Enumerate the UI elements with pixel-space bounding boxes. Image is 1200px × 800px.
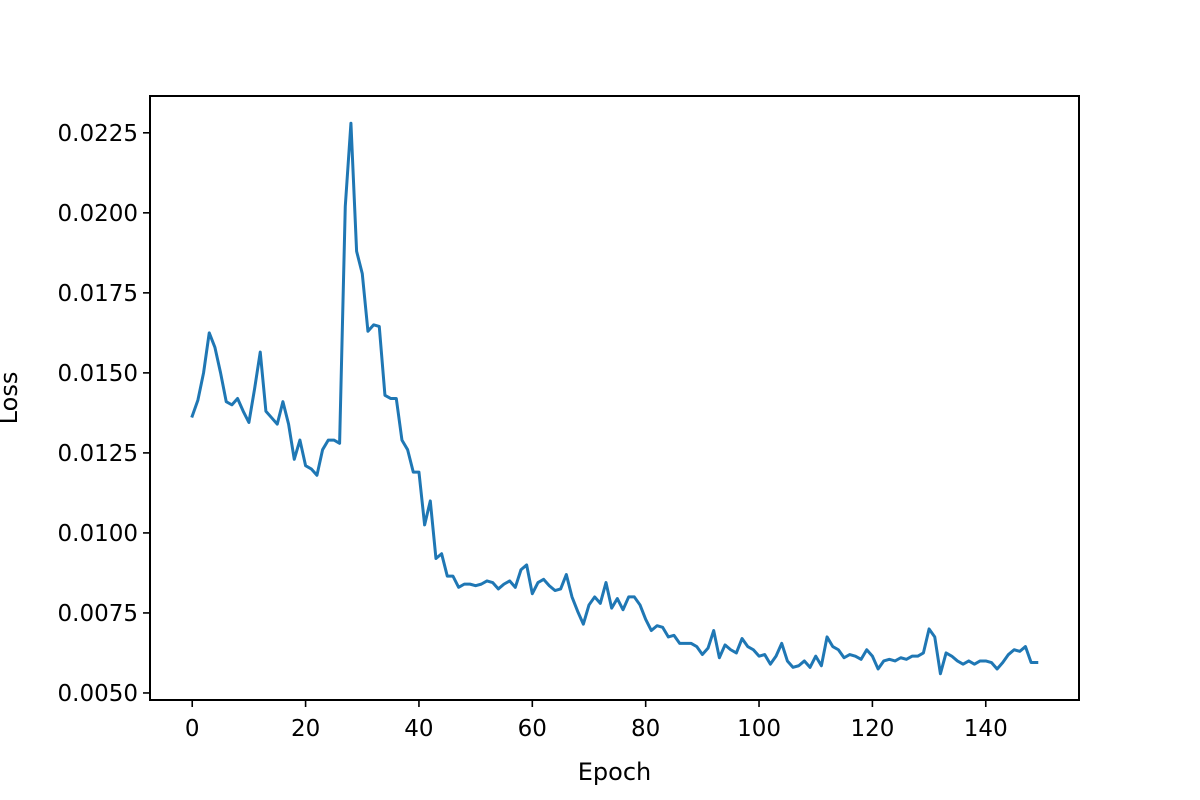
loss-series-line: [190, 121, 1039, 676]
x-tick-label: 20: [291, 716, 320, 742]
series-layer: [190, 121, 1039, 676]
x-tick-label: 120: [850, 716, 894, 742]
x-tick-label: 40: [404, 716, 433, 742]
y-tick-label: 0.0050: [58, 681, 138, 707]
x-axis-label: Epoch: [578, 758, 652, 786]
x-tick-label: 100: [737, 716, 781, 742]
y-tick-label: 0.0125: [58, 441, 138, 467]
y-axis: 0.0050 0.0075 0.0100 0.0125 0.0150 0.0175 0.02…: [58, 121, 150, 707]
y-axis-label: Loss: [0, 372, 23, 425]
y-tick-label: 0.0225: [58, 121, 138, 147]
y-tick-label: 0.0150: [58, 361, 138, 387]
y-tick-label: 0.0175: [58, 281, 138, 307]
plot-frame: [149, 95, 1080, 701]
x-tick-label: 140: [964, 716, 1008, 742]
y-tick-label: 0.0200: [58, 201, 138, 227]
y-tick-label: 0.0075: [58, 601, 138, 627]
x-tick-label: 0: [185, 716, 200, 742]
x-tick-label: 60: [518, 716, 547, 742]
x-axis: 0 20 40 60 80 100 120 140: [185, 700, 1008, 742]
y-tick-label: 0.0100: [58, 521, 138, 547]
x-tick-label: 80: [631, 716, 660, 742]
